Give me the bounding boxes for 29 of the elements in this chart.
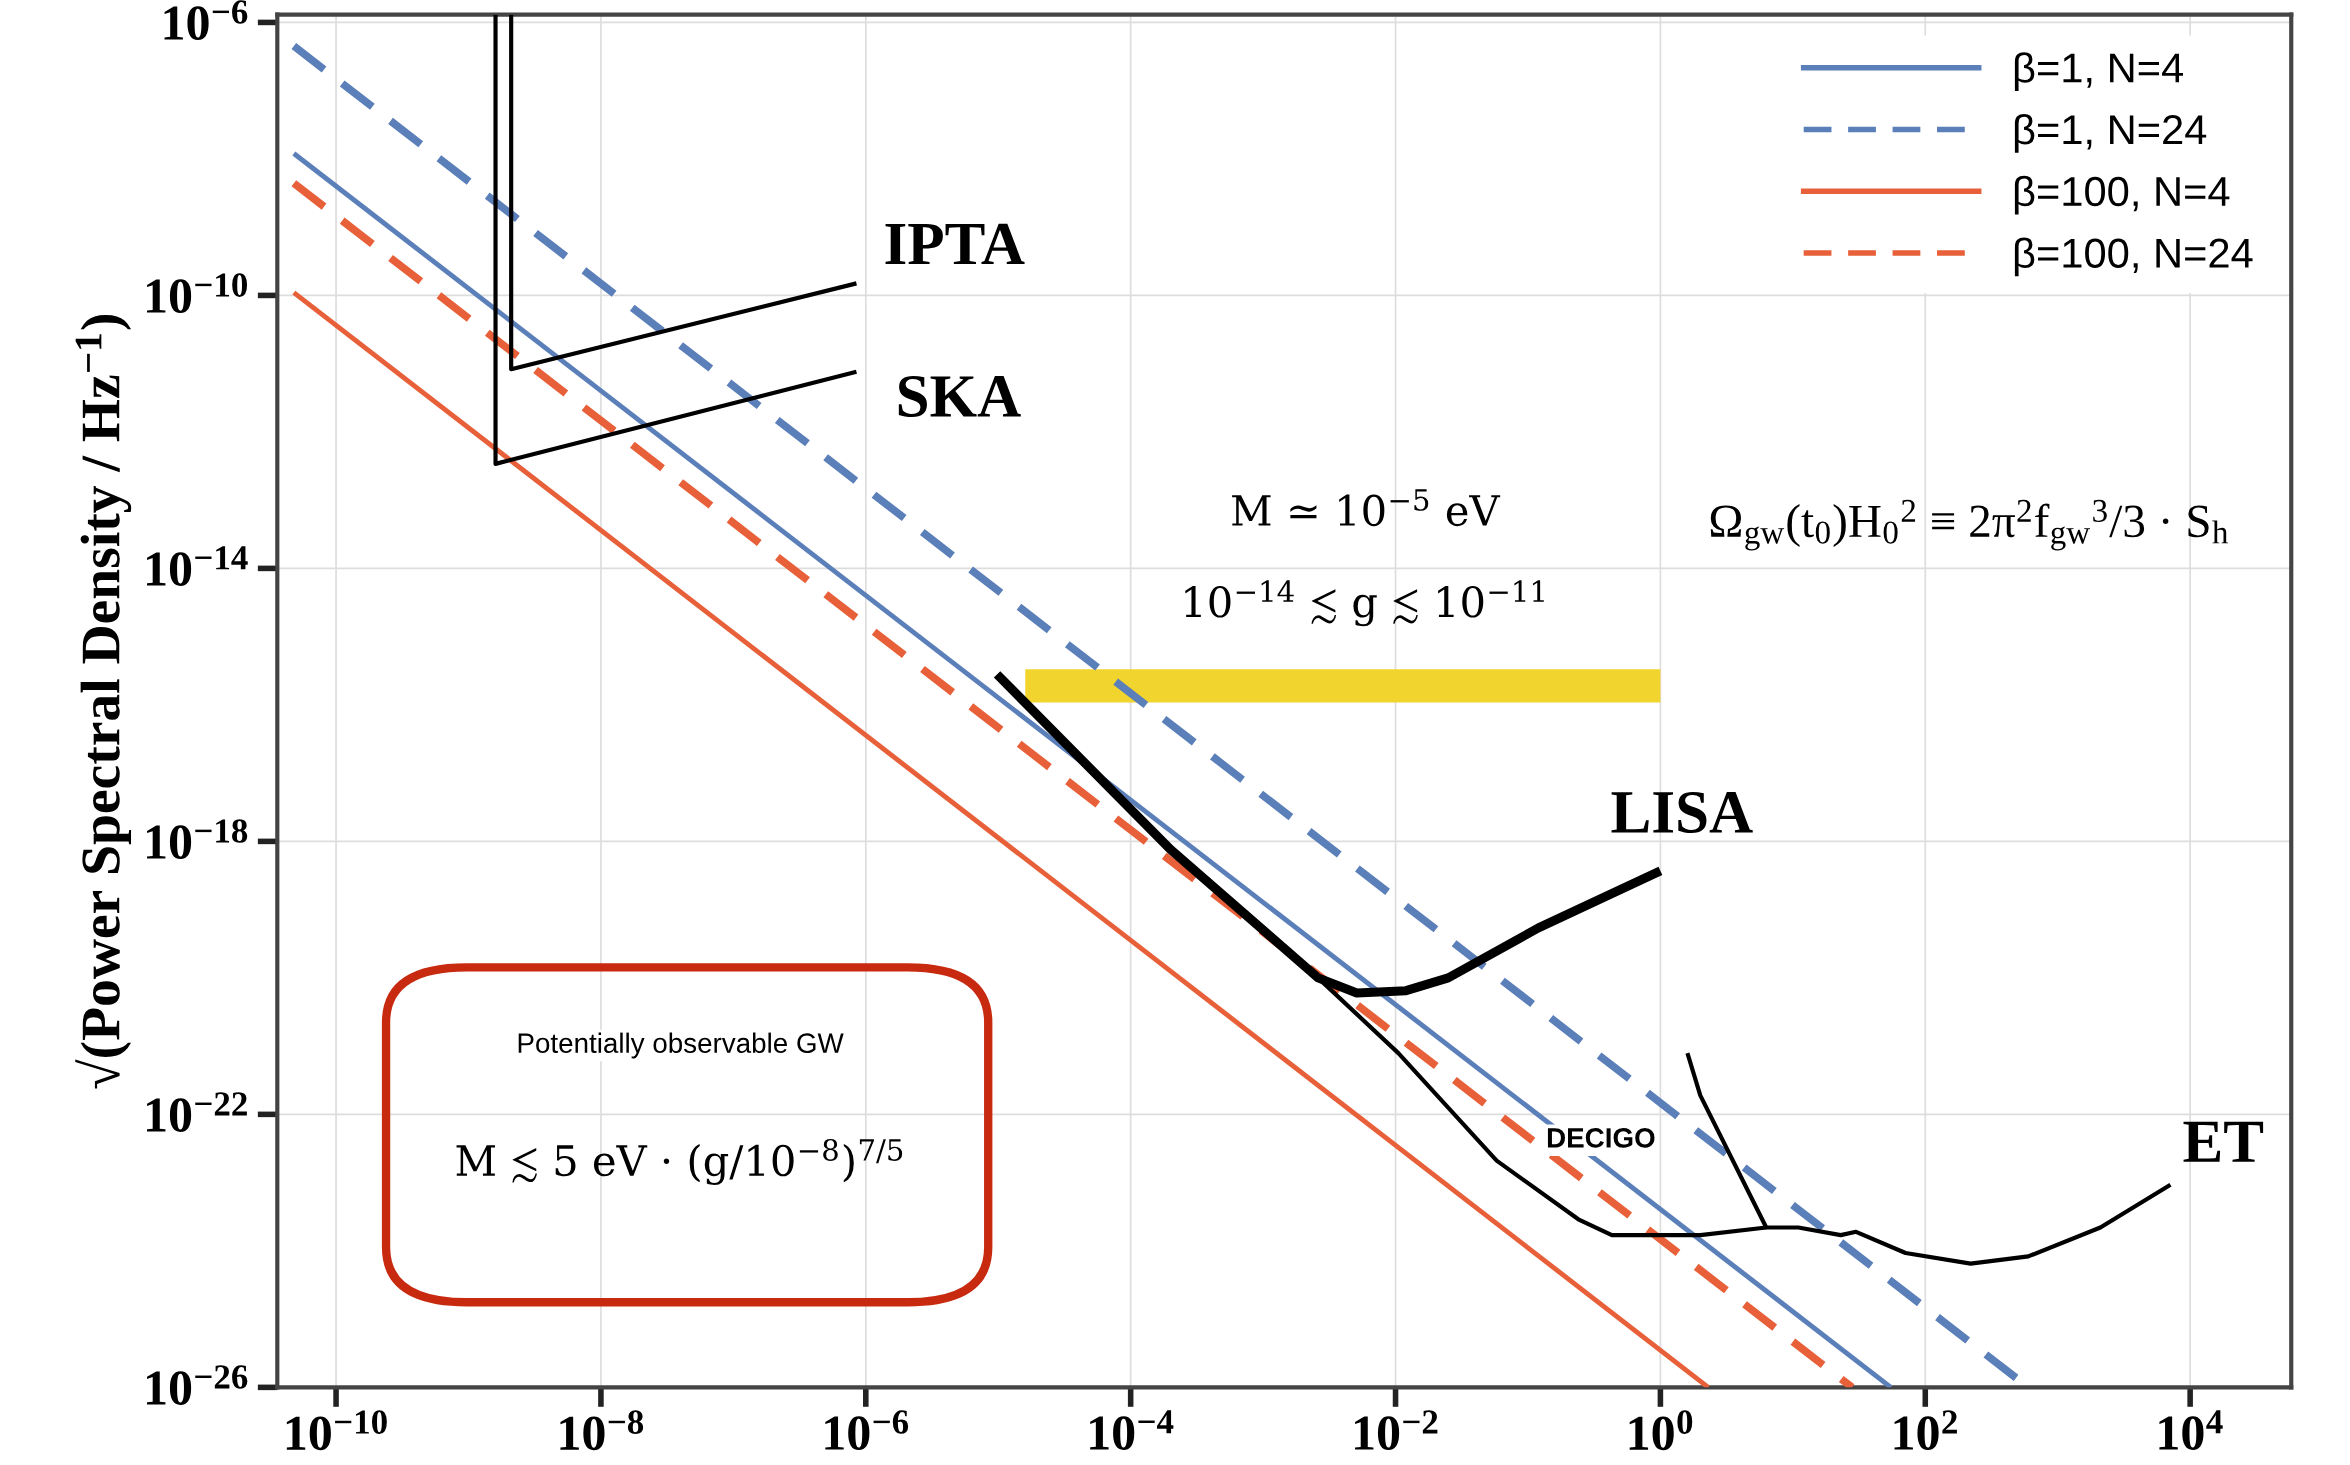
- y-tick-label: 10$^{−26}$: [147, 1365, 248, 1405]
- x-tick-label: 10$^{−10}$: [286, 1410, 387, 1451]
- annotation: IPTA: [885, 223, 1025, 265]
- annotation: M ≃ 10$^{−5}$ eV: [1232, 489, 1501, 527]
- legend-label: β=1, N=4: [2014, 52, 2184, 91]
- legend-label: β=1, N=24: [2014, 113, 2207, 153]
- x-tick-label: 10$^{4}$: [2159, 1410, 2223, 1450]
- y-tick-label: 10$^{−10}$: [147, 273, 248, 314]
- legend-label: β=100, N=24: [2014, 237, 2253, 277]
- x-tick-label: 10$^{−4}$: [1090, 1410, 1174, 1450]
- y-tick-label: 10$^{−18}$: [147, 819, 248, 860]
- x-tick-label: 10$^{−6}$: [825, 1410, 909, 1451]
- annotation: Potentially observable GW: [518, 1032, 844, 1059]
- annotation: M ≲ 5 eV · (g/10$^{−8}$)$^{7/5}$: [456, 1138, 903, 1185]
- text: Ω$_{gw}$(t$_{0}$)H$_{0}$$^{2}$ ≡ 2π$^{2}$f$_{gw}$$^{3}$/3 · S$_{h}$: [1710, 499, 2229, 551]
- x-tick-label: 10$^{−2}$: [1355, 1410, 1438, 1451]
- annotation: DECIGO: [1547, 1128, 1655, 1148]
- y-axis-title: √(Power Spectral Density / Hz$^{−1}$): [75, 315, 132, 1089]
- annotation: ET: [2183, 1121, 2264, 1162]
- annotation: 10$^{−14}$ ≲ g ≲ 10$^{−11}$: [1185, 580, 1544, 627]
- legend-label: β=100, N=4: [2014, 175, 2230, 215]
- x-tick-label: 10$^{0}$: [1629, 1410, 1693, 1451]
- x-tick-label: 10$^{2}$: [1894, 1410, 1957, 1451]
- annotation: SKA: [898, 375, 1021, 418]
- annotation: LISA: [1611, 791, 1753, 833]
- y-tick-label: 10$^{−6}$: [164, 0, 248, 41]
- x-tick-label: 10$^{−8}$: [560, 1410, 644, 1451]
- y-tick-label: 10$^{−22}$: [147, 1092, 247, 1132]
- y-tick-label: 10$^{−14}$: [147, 546, 248, 586]
